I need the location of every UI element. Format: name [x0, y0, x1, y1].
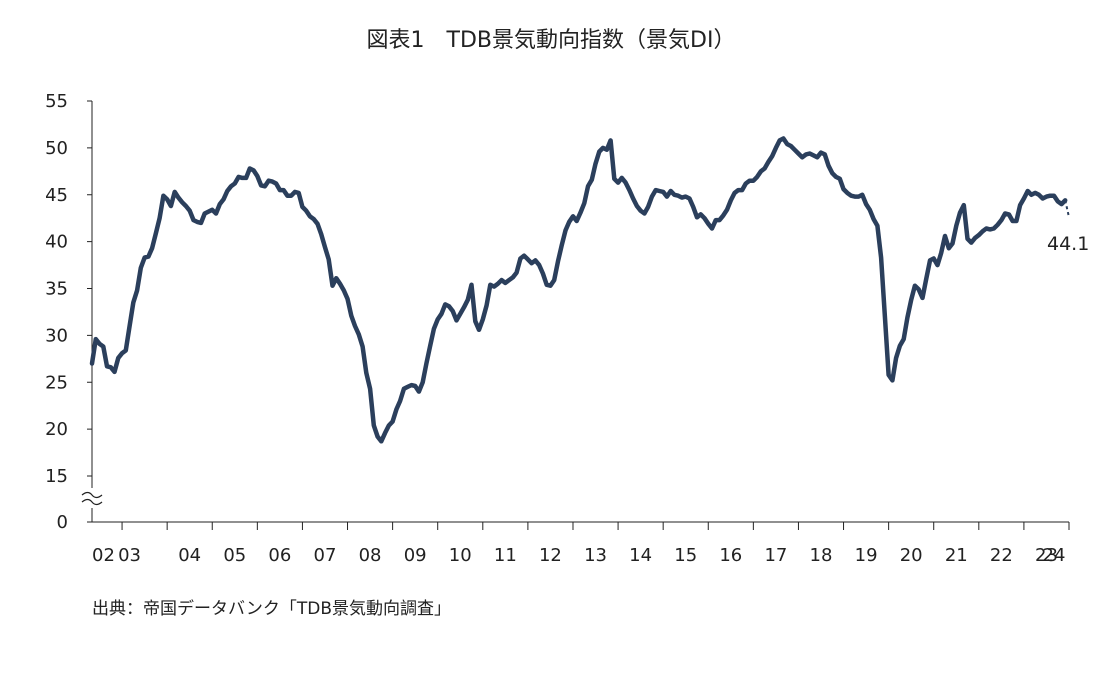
- y-tick-label: 35: [45, 279, 68, 300]
- x-tick-label: 14: [629, 545, 652, 566]
- x-tick-label: 19: [855, 545, 878, 566]
- y-tick-label: 15: [45, 466, 68, 487]
- x-tick-label: 17: [764, 545, 787, 566]
- series-line: [89, 136, 1068, 444]
- x-tick-label: 15: [674, 545, 697, 566]
- y-tick-label: 50: [45, 138, 68, 159]
- y-tick-label: 30: [45, 325, 68, 346]
- x-tick-label: 23: [1035, 545, 1058, 566]
- y-tick-label: 55: [45, 91, 68, 112]
- series-line-latest-segment: [1064, 200, 1070, 218]
- x-tick-label: 12: [539, 545, 562, 566]
- y-tick-label: 40: [45, 232, 68, 253]
- latest-value-label: 44.1: [1047, 233, 1089, 255]
- x-tick-label: 22: [990, 545, 1013, 566]
- x-axis: 02 03 04 05 06 07 08 09 10 11 12 13 14 15 16 17 18 19 20 21…: [92, 521, 1070, 566]
- y-axis: 0 15 20 25 30 35 40 45 50 55: [45, 91, 103, 533]
- x-tick-label: 11: [494, 545, 517, 566]
- y-tick-label: 45: [45, 185, 68, 206]
- x-tick-label: 21: [945, 545, 968, 566]
- x-tick-label: 08: [359, 545, 382, 566]
- x-tick-label: 13: [584, 545, 607, 566]
- chart-title: 図表1 TDB景気動向指数（景気DI）: [367, 28, 736, 53]
- axis-break-mark-top: [81, 491, 103, 499]
- x-tick-label: 18: [810, 545, 833, 566]
- x-tick-label: 20: [900, 545, 923, 566]
- x-tick-label: 07: [314, 545, 337, 566]
- x-tick-label: 06: [268, 545, 291, 566]
- x-tick-label: 02: [92, 545, 115, 566]
- x-tick-label: 09: [404, 545, 427, 566]
- axis-break-mark-bottom: [81, 498, 103, 506]
- y-tick-label: 25: [45, 372, 68, 393]
- source-note: 出典：帝国データバンク「TDB景気動向調査」: [92, 598, 451, 619]
- y-tick-label: 20: [45, 419, 68, 440]
- x-tick-label: 24: [1043, 545, 1066, 566]
- x-tick-label: 04: [178, 545, 201, 566]
- x-tick-label: 05: [223, 545, 246, 566]
- series-line-group: [89, 136, 1070, 444]
- x-tick-label: 03: [118, 545, 141, 566]
- x-tick-label: 16: [719, 545, 742, 566]
- x-tick-label: 10: [449, 545, 472, 566]
- y-tick-label: 0: [57, 512, 68, 533]
